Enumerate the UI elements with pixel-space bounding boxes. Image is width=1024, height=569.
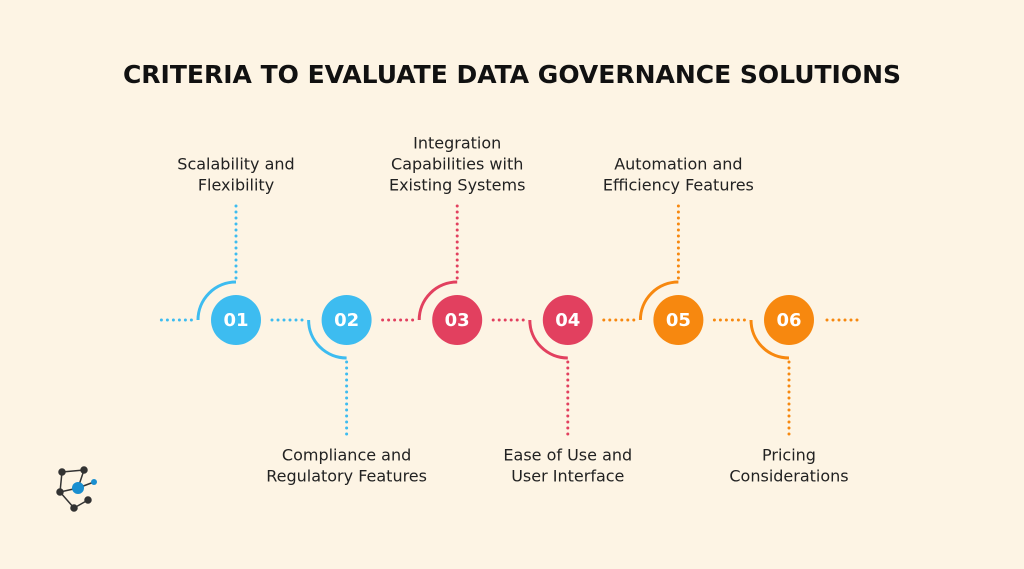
step-label: Existing Systems <box>389 176 525 195</box>
step-label: Capabilities with <box>391 155 523 174</box>
arc <box>307 319 347 360</box>
step-label: Integration <box>413 134 501 153</box>
step-circle <box>211 295 261 345</box>
step-circle <box>432 295 483 345</box>
arc <box>417 280 458 321</box>
step-circle <box>321 295 372 345</box>
title: CRITERIA TO EVALUATE DATA GOVERNANCE SOL… <box>123 60 901 89</box>
step-label: User Interface <box>511 467 624 486</box>
logo <box>56 466 97 512</box>
step-circle <box>542 295 593 345</box>
step-circle <box>764 295 814 345</box>
step-label: Ease of Use and <box>503 446 632 465</box>
step-number: 06 <box>776 310 801 331</box>
arc <box>528 319 568 360</box>
step-number: 02 <box>334 310 359 331</box>
step-number: 03 <box>445 310 470 331</box>
step-label: Regulatory Features <box>266 467 427 486</box>
step-label: Compliance and <box>282 446 411 465</box>
arc <box>638 280 679 321</box>
step-label: Automation and <box>614 155 742 174</box>
step-circle <box>653 295 704 345</box>
step-label: Pricing <box>762 446 816 465</box>
step-number: 04 <box>555 310 580 331</box>
step-number: 01 <box>223 310 248 331</box>
step-label: Considerations <box>729 467 848 486</box>
step-label: Efficiency Features <box>603 176 754 195</box>
step-label: Scalability and <box>177 155 294 174</box>
arc <box>196 280 237 321</box>
arc <box>749 319 790 360</box>
step-number: 05 <box>666 310 691 331</box>
step-label: Flexibility <box>198 176 274 195</box>
